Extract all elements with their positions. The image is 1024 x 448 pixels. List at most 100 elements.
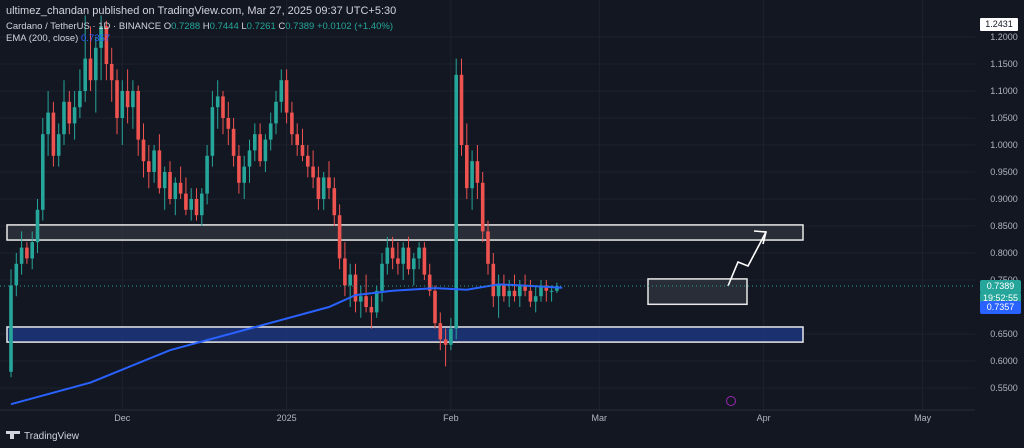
candle-body: [168, 172, 172, 199]
candle-body: [438, 323, 443, 340]
candle-body: [162, 172, 167, 189]
candle-body: [88, 58, 93, 81]
candle-body: [41, 134, 45, 210]
ohlc-open-label: O: [163, 21, 172, 32]
ema-legend[interactable]: EMA (200, close) 0.7357: [6, 33, 110, 44]
ohlc-low: 0.7261: [246, 21, 276, 32]
candle-body: [406, 247, 411, 270]
candle-body: [422, 247, 427, 275]
candle-body: [454, 74, 458, 329]
candle-body: [62, 101, 66, 135]
price-tick-label: 0.9500: [990, 167, 1018, 177]
candle-body: [19, 247, 24, 264]
price-axis[interactable]: 1.2000 1.1500 1.1000 1.0500 1.0000 0.9500 0.90…: [975, 0, 1024, 448]
price-zones: [6, 224, 804, 343]
candle-body: [544, 285, 549, 291]
candle-body: [528, 290, 533, 302]
candle-body: [385, 247, 390, 264]
time-tick-label: Dec: [114, 413, 131, 423]
price-tick-label: 0.5500: [990, 383, 1018, 393]
candle-body: [115, 80, 119, 118]
ohlc-low-label: L: [241, 21, 247, 32]
candle-body: [518, 285, 522, 297]
publisher-text: ultimez_chandan published on TradingView…: [6, 5, 397, 17]
candle-body: [247, 150, 252, 167]
candle-body: [300, 145, 305, 156]
candle-body: [72, 107, 77, 124]
event-marker-icon: [726, 396, 736, 406]
candle-body: [221, 96, 225, 118]
candle-body: [480, 182, 485, 232]
candle-body: [459, 74, 464, 145]
candle-body: [295, 134, 299, 145]
candle-body: [348, 274, 352, 286]
candle-body: [46, 112, 50, 135]
price-tick-label: 0.6500: [990, 329, 1018, 339]
candle-body: [496, 285, 501, 297]
tradingview-logo[interactable]: TradingView: [6, 431, 79, 442]
symbol-legend: Cardano / TetherUS · 1D · BINANCE O0.728…: [6, 21, 393, 32]
candle-body: [337, 215, 342, 259]
price-tick-label: 1.0500: [990, 113, 1018, 123]
logo-text: TradingView: [24, 431, 80, 442]
candle-body: [311, 166, 315, 178]
candle-body: [380, 263, 384, 291]
candle-body: [56, 134, 61, 156]
candle-body: [512, 290, 517, 297]
candle-body: [274, 101, 278, 124]
price-tick-label: 1.2000: [990, 32, 1018, 42]
time-axis-bg: [0, 410, 1024, 448]
candle-body: [507, 290, 511, 297]
ohlc-change: +0.0102 (+1.40%): [316, 21, 394, 32]
candle-body: [253, 134, 257, 151]
price-tick-label: 1.0000: [990, 140, 1018, 150]
ema-line: [10, 283, 563, 406]
candle-body: [465, 145, 469, 189]
ohlc-close-label: C: [278, 21, 286, 32]
candle-body: [364, 296, 368, 307]
ohlc-close: 0.7389: [285, 21, 315, 32]
arrow-line: [727, 231, 767, 287]
time-tick-label: Mar: [592, 413, 608, 423]
time-tick-label: Apr: [757, 413, 771, 423]
candle-body: [539, 285, 543, 297]
candle-body: [210, 107, 215, 156]
candle-body: [353, 274, 358, 302]
candle-body: [200, 193, 204, 216]
candle-body: [327, 177, 331, 189]
ohlc-open: 0.7288: [171, 21, 201, 32]
candle-body: [263, 139, 268, 162]
zone-resistance: [6, 224, 804, 241]
candle-body: [9, 285, 13, 372]
time-axis[interactable]: Dec 2025 Feb Mar Apr May: [0, 396, 1024, 448]
zone-support: [6, 326, 804, 343]
candle-body: [427, 274, 432, 291]
candle-body: [449, 328, 453, 345]
candle-body: [237, 155, 241, 183]
candle-body: [35, 209, 40, 243]
candle-body: [215, 96, 220, 108]
candle-body: [486, 231, 490, 264]
candle-body: [152, 150, 156, 172]
candle-body: [268, 123, 273, 140]
time-tick-label: 2025: [277, 413, 297, 423]
symbol-name[interactable]: Cardano / TetherUS · 1D · BINANCE: [6, 21, 162, 32]
candle-body: [141, 139, 146, 162]
candle-body: [83, 58, 87, 91]
candle-body: [502, 285, 506, 297]
candle-body: [321, 177, 326, 199]
tradingview-logo-icon: [6, 431, 20, 442]
candle-body: [94, 47, 98, 81]
candle-body: [205, 155, 209, 194]
candle-body: [279, 80, 284, 102]
ema-legend-value: 0.7357: [80, 33, 111, 44]
candle-body: [104, 26, 109, 64]
ema-price-label: 0.7357: [980, 301, 1021, 314]
candle-body: [396, 258, 400, 264]
candle-body: [343, 258, 347, 286]
candle-body: [125, 91, 130, 108]
candle-body: [51, 112, 56, 156]
candle-body: [549, 290, 554, 292]
